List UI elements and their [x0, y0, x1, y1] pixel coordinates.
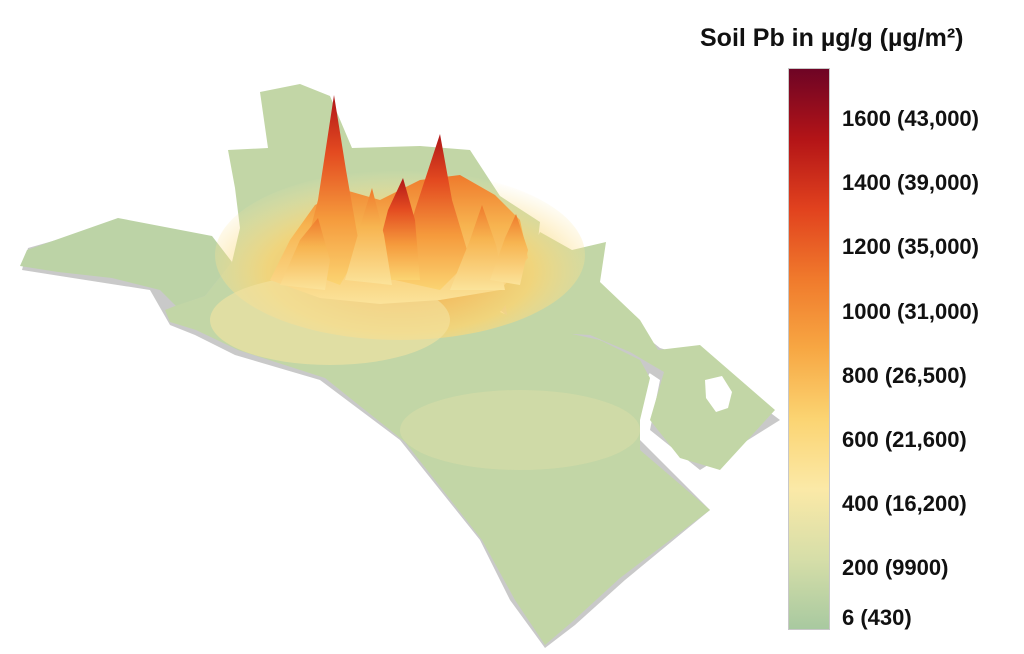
western-district — [20, 218, 232, 306]
legend-tick-label: 1000 (31,000) — [842, 298, 979, 324]
legend-tick-label: 1600 (43,000) — [842, 106, 979, 132]
lead-peaks — [270, 95, 528, 304]
legend-tick-label: 800 (26,500) — [842, 362, 967, 388]
legend-tick-label: 200 (9900) — [842, 554, 949, 580]
legend-tick-label: 1200 (35,000) — [842, 234, 979, 260]
eastern-district — [505, 232, 775, 470]
legend-title: Soil Pb in µg/g (µg/m²) — [700, 24, 964, 52]
peak-5 — [280, 218, 330, 290]
legend-tick-label: 400 (16,200) — [842, 490, 967, 516]
river-island — [705, 376, 732, 412]
legend-tick-label: 600 (21,600) — [842, 426, 967, 452]
peak-6 — [450, 205, 505, 290]
legend-tick-label: 1400 (39,000) — [842, 170, 979, 196]
peak-7 — [490, 214, 528, 285]
glow-south — [400, 390, 640, 470]
city-land — [20, 84, 775, 645]
color-scale-bar — [788, 68, 830, 630]
peak-4 — [345, 188, 392, 285]
legend-tick-label: 6 (430) — [842, 605, 912, 630]
